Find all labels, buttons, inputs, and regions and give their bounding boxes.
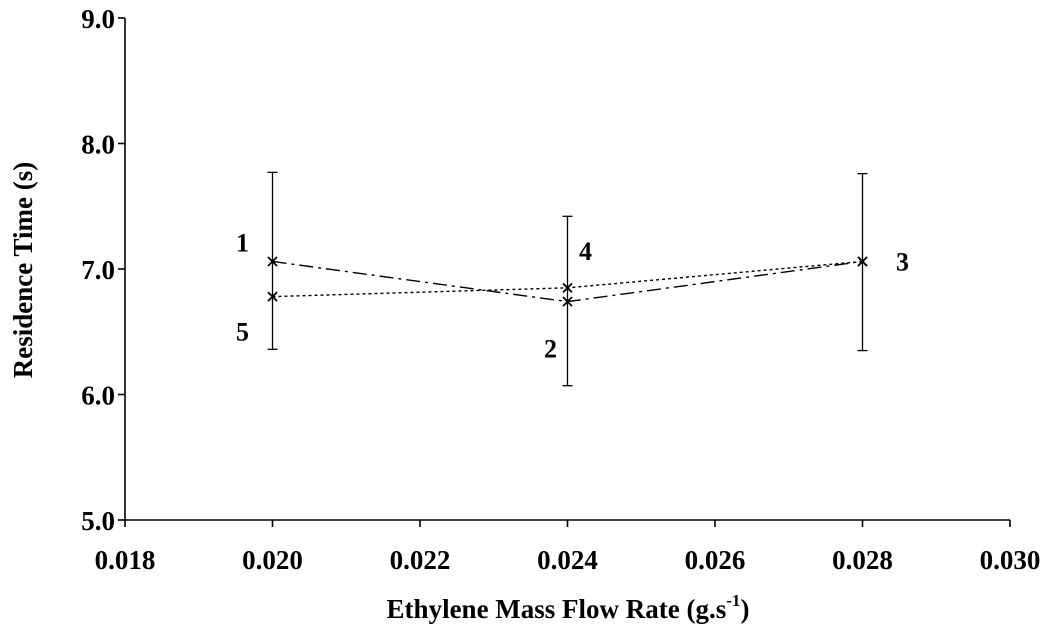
point-label-2: 2 <box>544 335 557 364</box>
y-tick-label: 7.0 <box>81 255 115 285</box>
y-axis-title: Residence Time (s) <box>8 162 38 378</box>
x-axis-title-end: ) <box>740 594 749 624</box>
data-point-marker <box>267 291 278 302</box>
y-tick-label: 5.0 <box>81 506 115 536</box>
x-tick-label: 0.018 <box>95 545 156 575</box>
x-axis-title-sup: -1 <box>726 591 740 610</box>
x-tick-label: 0.020 <box>242 545 303 575</box>
x-tick-label: 0.030 <box>980 545 1041 575</box>
point-label-5: 5 <box>236 318 249 347</box>
point-label-3: 3 <box>896 247 909 276</box>
point-labels: 1 5 4 2 3 <box>236 228 909 363</box>
data-point-marker <box>562 282 573 293</box>
y-tick-label: 6.0 <box>81 381 115 411</box>
point-label-4: 4 <box>579 237 592 266</box>
tick-labels: 5.0 6.0 7.0 8.0 9.0 0.018 0.020 0.022 0.024 0.026… <box>81 4 1040 575</box>
y-tick-label: 9.0 <box>81 4 115 34</box>
x-tick-label: 0.024 <box>537 545 598 575</box>
error-bars <box>267 171 868 387</box>
data-point-marker <box>857 256 868 267</box>
x-tick-label: 0.026 <box>685 545 746 575</box>
data-markers <box>267 256 868 307</box>
y-tick-label: 8.0 <box>81 130 115 160</box>
data-point-marker <box>267 256 278 267</box>
x-axis-title: Ethylene Mass Flow Rate (g.s-1) <box>387 591 750 624</box>
x-tick-label: 0.028 <box>832 545 893 575</box>
point-label-1: 1 <box>236 228 249 257</box>
axes <box>118 17 1011 527</box>
data-point-marker <box>562 296 573 307</box>
x-axis-title-text: Ethylene Mass Flow Rate (g.s <box>387 594 727 624</box>
x-tick-label: 0.022 <box>390 545 451 575</box>
